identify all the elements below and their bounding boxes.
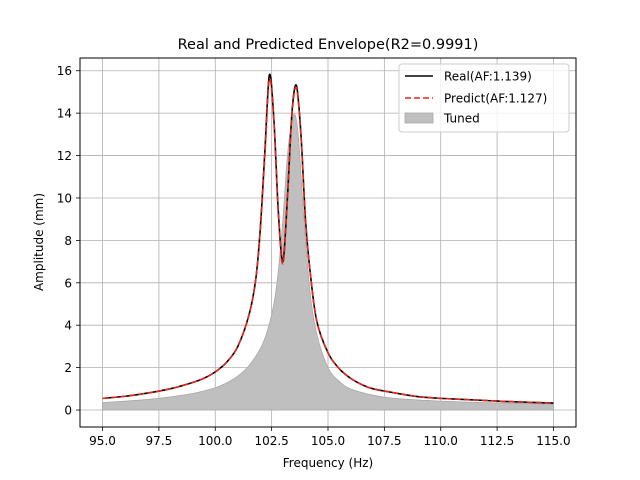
y-ticks: 0 2 4 6 8 10 12 14 16 (57, 64, 80, 418)
y-tick-label: 4 (64, 319, 72, 333)
area-layer (102, 113, 554, 411)
y-tick-label: 10 (57, 191, 72, 205)
y-tick-label: 8 (64, 234, 72, 248)
y-axis-label: Amplitude (mm) (32, 193, 46, 291)
y-tick-label: 16 (57, 64, 72, 78)
y-tick-label: 14 (57, 107, 72, 121)
x-tick-label: 100.0 (198, 434, 232, 448)
x-tick-label: 110.0 (424, 434, 458, 448)
chart-title: Real and Predicted Envelope(R2=0.9991) (178, 37, 479, 53)
line-layer (102, 73, 554, 404)
x-tick-label: 102.5 (254, 434, 288, 448)
y-tick-label: 2 (64, 361, 72, 375)
legend-label-real: Real(AF:1.139) (444, 70, 532, 84)
y-tick-label: 0 (64, 404, 72, 418)
x-tick-label: 95.0 (89, 434, 116, 448)
x-tick-label: 112.5 (480, 434, 514, 448)
legend-label-tuned: Tuned (443, 112, 480, 126)
x-tick-label: 105.0 (311, 434, 345, 448)
legend-box (398, 63, 570, 133)
x-tick-label: 107.5 (367, 434, 401, 448)
series-tuned-area (102, 113, 554, 411)
x-tick-label: 115.0 (536, 434, 570, 448)
y-tick-label: 12 (57, 149, 72, 163)
series-predict-line (102, 77, 554, 404)
legend: Real(AF:1.139) Predict(AF:1.127) Tuned (398, 63, 570, 133)
x-axis-label: Frequency (Hz) (283, 456, 374, 470)
legend-swatch-tuned (404, 112, 434, 124)
x-ticks: 95.0 97.5 100.0 102.5 105.0 107.5 110.0 112.5 11… (89, 427, 571, 448)
x-tick-label: 97.5 (146, 434, 173, 448)
legend-label-predict: Predict(AF:1.127) (444, 92, 547, 106)
y-tick-label: 6 (64, 276, 72, 290)
